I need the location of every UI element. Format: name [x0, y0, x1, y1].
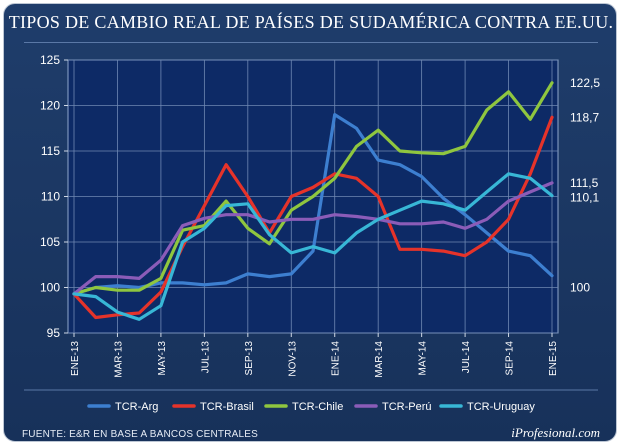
x-tick-label: JUL-13: [200, 341, 211, 374]
legend-label-tcr-chile: TCR-Chile: [292, 401, 343, 413]
series-line-tcr-arg: [72, 112, 554, 296]
source-note: FUENTE: E&R EN BASE A BANCOS CENTRALES: [22, 429, 258, 440]
x-tick-label: ENE-13: [70, 341, 81, 376]
y-axis: 95 100 105 110 115 120 125: [40, 53, 68, 340]
x-axis: ENE-13 MAR-13 MAY-13 JUL-13 SEP-13 NOV-13 ENE-…: [70, 333, 559, 378]
legend-label-tcr-uruguay: TCR-Uruguay: [467, 401, 535, 413]
series-line-tcr-brasil: [72, 115, 554, 320]
grid-lines: [68, 59, 558, 334]
series-line-tcr-per-: [72, 181, 554, 296]
chart-title: TIPOS DE CAMBIO REAL DE PAÍSES DE SUDAMÉ…: [8, 12, 614, 32]
y-tick-label: 95: [47, 326, 61, 340]
legend-label-tcr-per-: TCR-Perú: [382, 401, 432, 413]
x-tick-label: MAR-13: [113, 341, 124, 378]
y-tick-label: 120: [40, 99, 60, 113]
end-value-label: 110,1: [570, 191, 599, 205]
end-value-label: 100: [570, 281, 590, 295]
x-tick-label: NOV-13: [287, 341, 298, 377]
series-line-tcr-uruguay: [72, 172, 554, 321]
line-chart: 95 100 105 110 115 120 125 ENE-13 MAR-13 MAY-13 J…: [24, 53, 600, 413]
x-tick-label: JUL-14: [461, 341, 472, 374]
x-tick-label: MAY-13: [157, 341, 168, 376]
y-tick-label: 110: [41, 190, 60, 204]
x-tick-label: MAR-14: [374, 341, 385, 378]
x-tick-label: ENE-14: [331, 341, 342, 376]
chart-frame: TIPOS DE CAMBIO REAL DE PAÍSES DE SUDAMÉ…: [3, 3, 617, 442]
end-value-label: 111,5: [570, 176, 599, 190]
end-value-label: 118,7: [570, 110, 599, 124]
y-tick-label: 100: [40, 281, 60, 295]
end-value-label: 122,5: [570, 76, 600, 90]
x-tick-label: SEP-13: [244, 341, 255, 376]
x-tick-label: MAY-14: [418, 341, 429, 376]
legend-label-tcr-arg: TCR-Arg: [115, 401, 158, 413]
series-lines: [72, 81, 554, 321]
y-tick-label: 105: [40, 235, 60, 249]
x-tick-label: SEP-14: [505, 341, 516, 376]
y-tick-label: 115: [41, 144, 60, 158]
series-line-tcr-chile: [72, 81, 554, 296]
title-divider: [24, 42, 598, 43]
brand-logo-text: iProfesional.com: [511, 425, 600, 440]
x-tick-label: ENE-15: [548, 341, 559, 376]
y-tick-label: 125: [40, 53, 60, 67]
legend-label-tcr-brasil: TCR-Brasil: [200, 401, 254, 413]
legend: TCR-Arg TCR-Brasil TCR-Chile TCR-Perú TCR-Ur…: [87, 401, 535, 413]
